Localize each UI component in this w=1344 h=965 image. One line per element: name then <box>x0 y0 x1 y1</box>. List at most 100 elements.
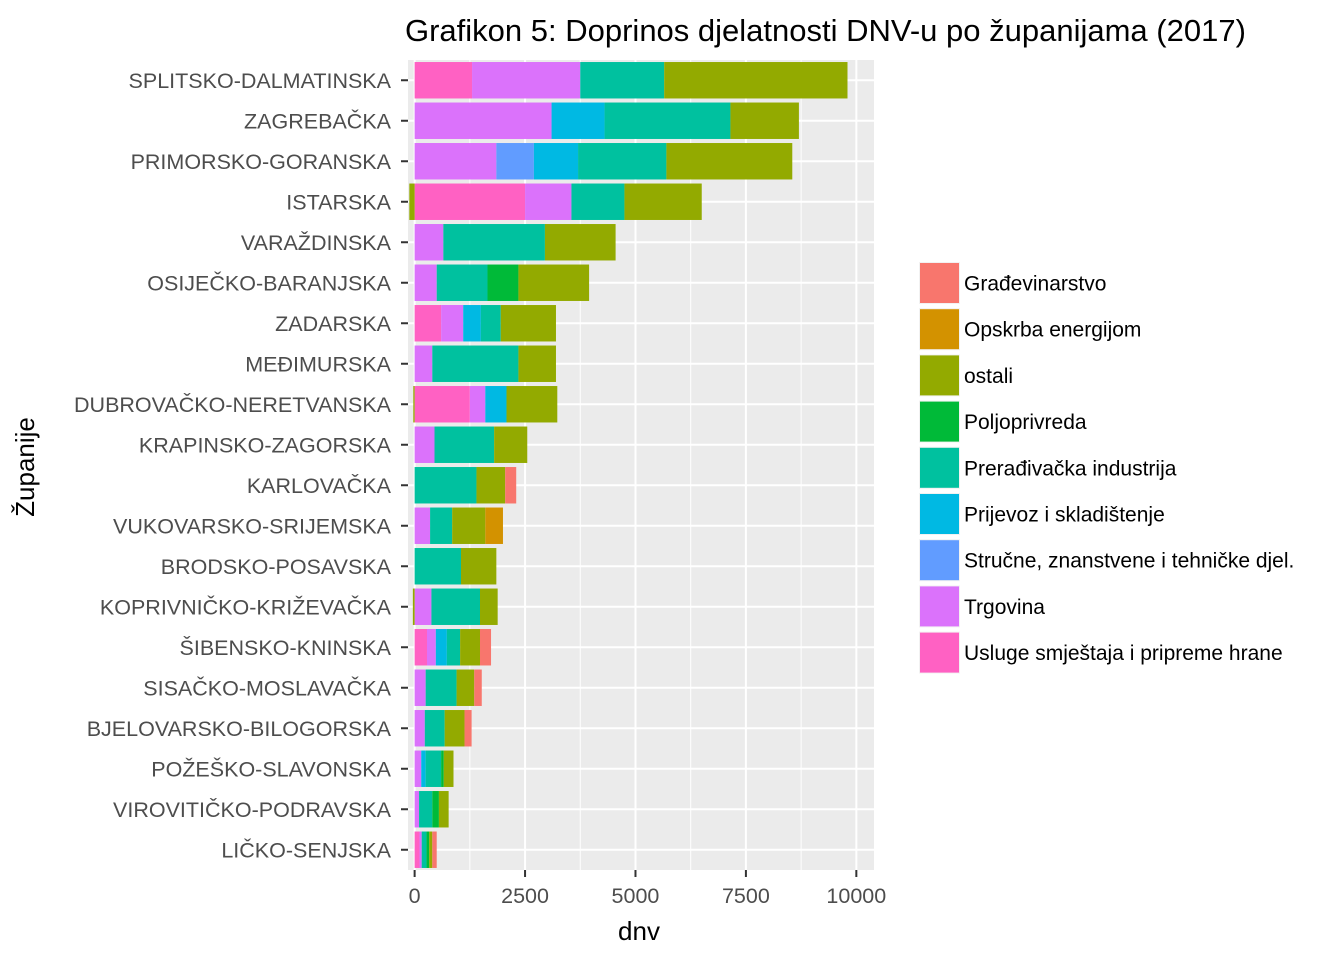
bar-segment <box>414 629 427 666</box>
legend-swatch <box>920 447 959 488</box>
y-tick-label: SISAČKO-MOSLAVAČKA <box>143 675 391 700</box>
bar-segment <box>578 143 667 180</box>
legend-swatch <box>920 632 959 673</box>
bar-segment <box>414 507 431 544</box>
bar-segment <box>414 386 470 423</box>
bar-segment <box>544 224 616 261</box>
bar-segment <box>472 62 581 99</box>
legend-swatch <box>920 401 959 442</box>
bar-segment <box>414 143 497 180</box>
bar-segment <box>414 710 425 747</box>
plot-panel <box>408 60 874 870</box>
y-tick-label: ŠIBENSKO-KNINSKA <box>180 635 392 660</box>
y-tick-label: VIROVITIČKO-PODRAVSKA <box>113 797 392 822</box>
y-tick-label: KRAPINSKO-ZAGORSKA <box>139 433 392 457</box>
y-tick-label: PRIMORSKO-GORANSKA <box>131 150 392 174</box>
bar-segment <box>518 345 556 382</box>
y-tick-label: KOPRIVNIČKO-KRIŽEVAČKA <box>100 594 392 619</box>
x-tick-label: 7500 <box>722 884 770 908</box>
bar-segment <box>456 669 475 706</box>
bar-segment <box>533 143 579 180</box>
bar-segment <box>425 750 442 787</box>
bar-segment <box>430 507 453 544</box>
bar-segment <box>443 750 454 787</box>
y-axis: SPLITSKO-DALMATINSKA ZAGREBAČKA PRIMORSKO-… <box>74 69 408 862</box>
bar-segment <box>506 386 558 423</box>
y-tick-label: ISTARSKA <box>286 190 391 214</box>
bar-segment <box>414 588 432 625</box>
bar-segment <box>421 750 426 787</box>
bar-segment <box>551 102 605 139</box>
legend-label: Usluge smještaja i pripreme hrane <box>964 642 1283 665</box>
legend-swatch <box>920 540 959 581</box>
bar-segment <box>414 467 477 504</box>
y-tick-label: DUBROVAČKO-NERETVANSKA <box>74 392 392 417</box>
bar-segment-negative <box>409 183 415 220</box>
legend-label: Prerađivačka industrija <box>964 457 1177 480</box>
bar-segment <box>461 548 497 585</box>
bar-segment <box>425 669 457 706</box>
bar-segment <box>469 386 486 423</box>
bar-segment <box>414 62 473 99</box>
legend-label: Građevinarstvo <box>964 273 1106 296</box>
legend-label: Opskrba energijom <box>964 319 1141 342</box>
bar-segment <box>480 305 501 342</box>
y-tick-label: POŽEŠKO-SLAVONSKA <box>151 756 391 781</box>
bar-segment <box>571 183 625 220</box>
bar-segment <box>432 345 519 382</box>
legend-label: Trgovina <box>964 596 1045 619</box>
bar-segment <box>666 143 793 180</box>
bar-segment <box>479 588 498 625</box>
bar-segment <box>580 62 665 99</box>
legend-label: Stručne, znanstvene i tehničke djel. <box>964 550 1294 573</box>
bar-segment-negative <box>413 386 415 423</box>
bar-segment <box>419 831 422 868</box>
y-tick-label: BRODSKO-POSAVSKA <box>161 555 392 579</box>
y-tick-label: LIČKO-SENJSKA <box>221 837 391 862</box>
bar-segment <box>426 629 436 666</box>
x-axis: 0 2500 5000 7500 10000 <box>409 870 886 908</box>
bar-segment <box>464 710 472 747</box>
legend: Građevinarstvo Opskrba energijom ostali Pol… <box>919 262 1294 674</box>
bar-segment <box>429 831 433 868</box>
y-tick-label: OSIJEČKO-BARANJSKA <box>147 270 391 295</box>
legend-swatch <box>920 586 959 627</box>
bar-segment <box>414 183 526 220</box>
bar-segment <box>452 507 486 544</box>
bar-segment <box>460 629 480 666</box>
legend-label: Prijevoz i skladištenje <box>964 504 1165 527</box>
bar-segment <box>624 183 702 220</box>
y-tick-label: ZAGREBAČKA <box>244 108 392 133</box>
x-tick-label: 2500 <box>501 884 549 908</box>
bar-segment <box>664 62 848 99</box>
y-tick-label: KARLOVAČKA <box>247 473 392 498</box>
bar-segment-negative <box>412 588 415 625</box>
x-tick-label: 5000 <box>612 884 660 908</box>
bar-segment <box>414 102 552 139</box>
bar-segment <box>463 305 481 342</box>
bar-segment <box>431 588 480 625</box>
bar-segment <box>438 791 449 828</box>
bar-segment <box>476 467 506 504</box>
legend-swatch <box>920 494 959 534</box>
x-tick-label: 10000 <box>826 884 886 908</box>
bar-segment <box>435 629 447 666</box>
bar-segment <box>441 305 464 342</box>
bar-layer <box>409 62 848 868</box>
bar-segment <box>414 224 444 261</box>
legend-label: ostali <box>964 365 1013 388</box>
bar-segment <box>414 264 437 301</box>
bar-segment <box>496 143 534 180</box>
bar-segment <box>414 831 420 868</box>
bar-segment <box>505 467 517 504</box>
bar-segment <box>604 102 731 139</box>
bar-segment <box>485 386 507 423</box>
y-tick-label: ZADARSKA <box>275 312 392 336</box>
bar-segment <box>414 750 422 787</box>
bar-segment <box>426 831 430 868</box>
bar-segment <box>414 345 433 382</box>
y-tick-label: BJELOVARSKO-BILOGORSKA <box>87 717 392 741</box>
bar-segment <box>518 264 590 301</box>
